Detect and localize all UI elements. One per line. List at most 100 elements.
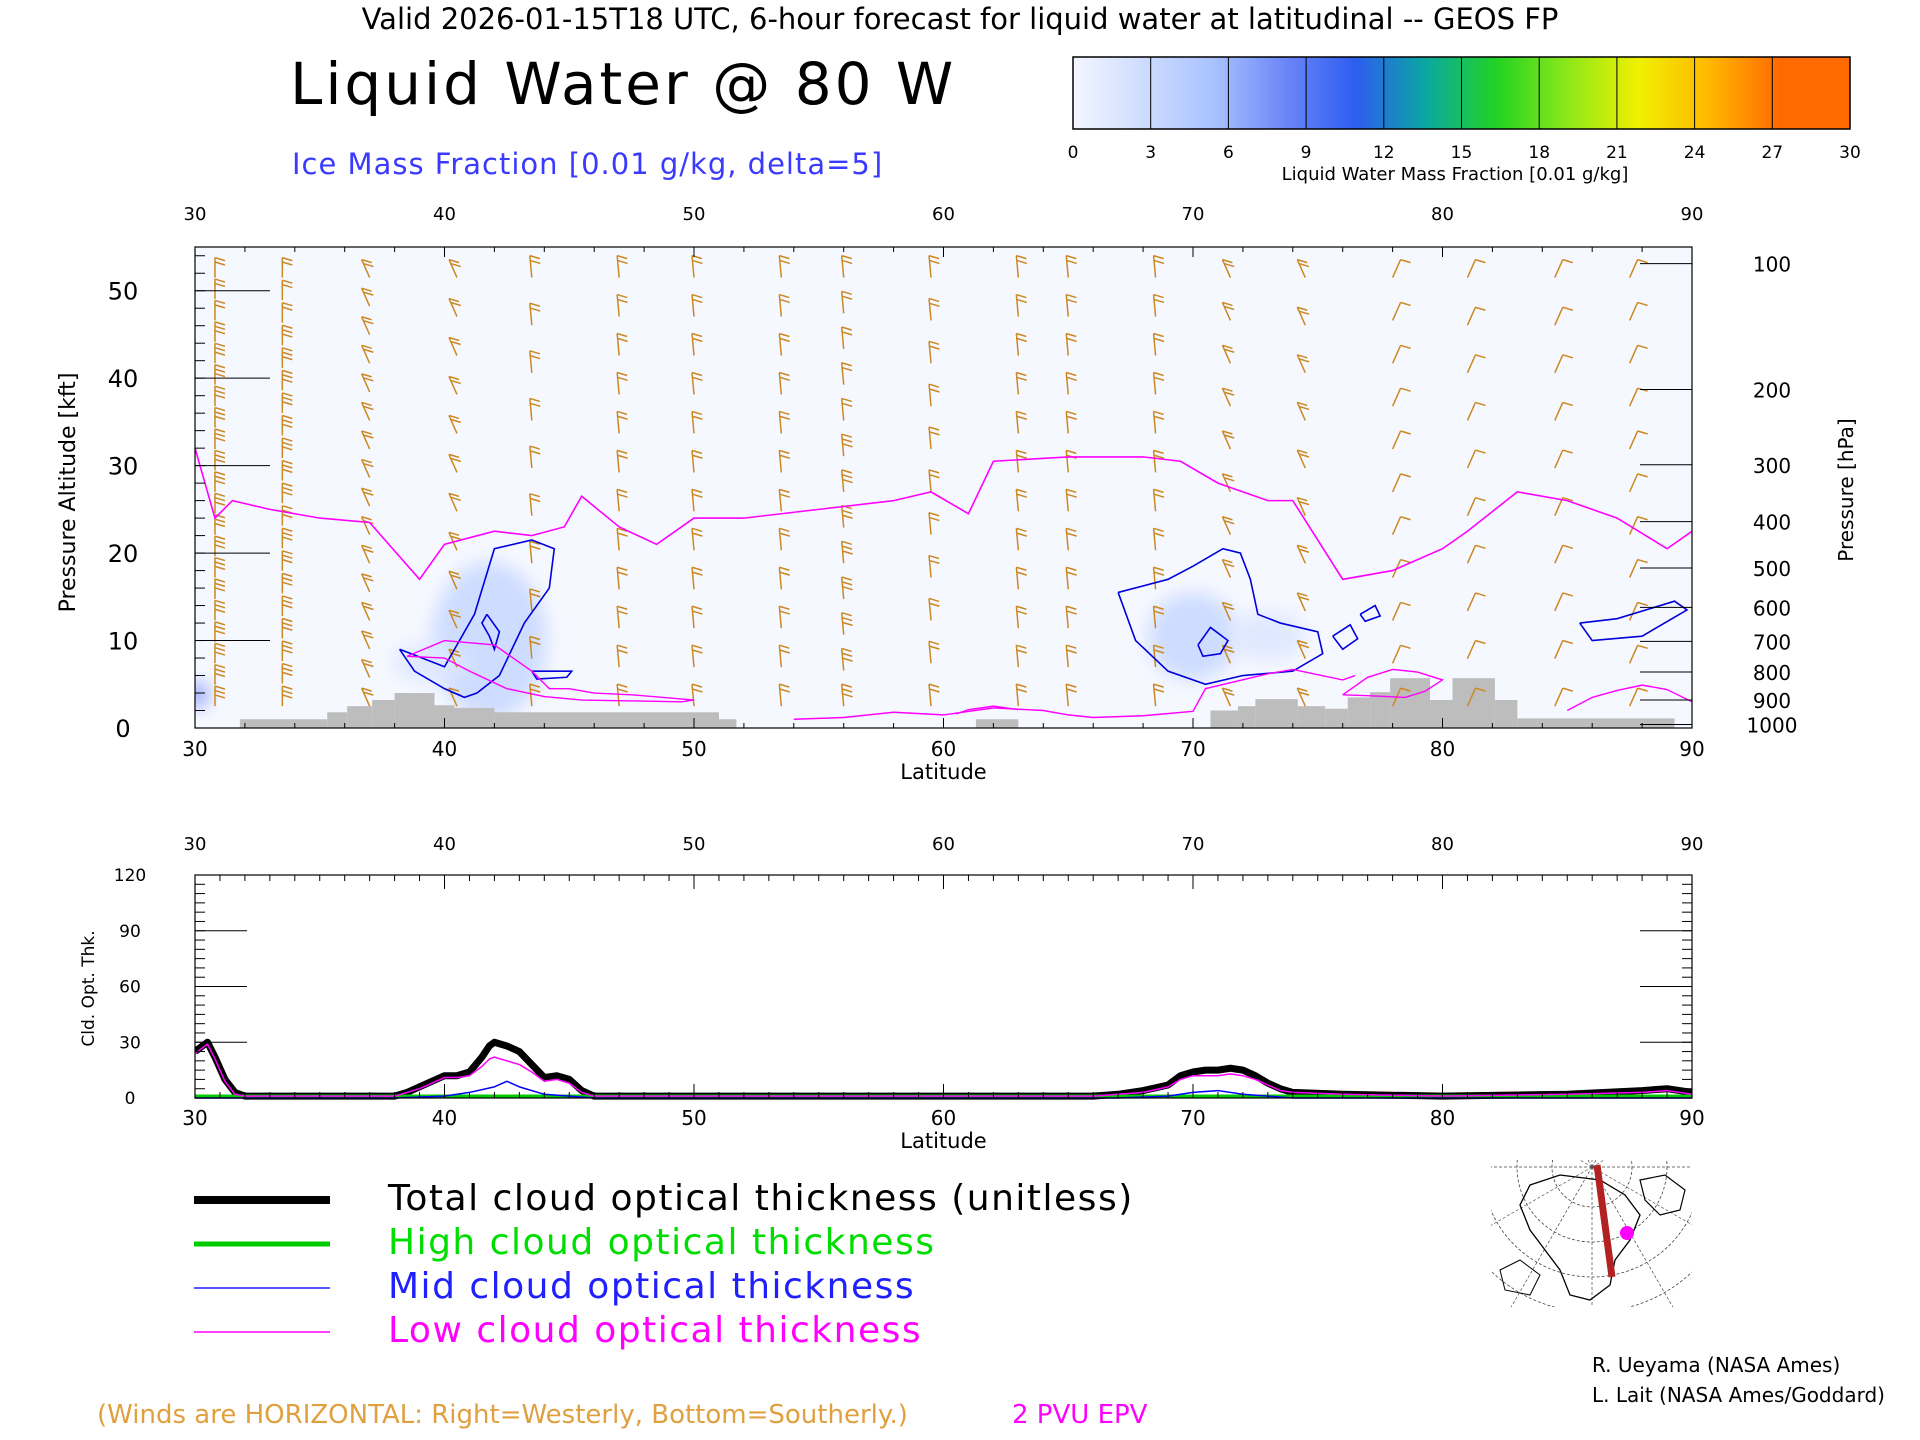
barb-feather [282, 306, 293, 311]
wind-barb [1466, 544, 1486, 564]
barb-feather [692, 259, 703, 265]
barb-feather [841, 362, 852, 367]
barb-feather [929, 259, 940, 265]
barb-feather [1475, 687, 1486, 692]
credit-line-1: R. Ueyama (NASA Ames) [1592, 1353, 1841, 1377]
x-tick-label: 70 [1180, 1106, 1205, 1130]
barb-feather [1222, 344, 1233, 350]
barb-feather [841, 473, 853, 479]
barb-feather [1223, 648, 1235, 653]
barb-staff [778, 606, 783, 629]
barb-staff [1391, 345, 1402, 364]
barb-feather [282, 441, 293, 447]
barb-staff [529, 684, 533, 707]
barb-feather [214, 458, 226, 463]
barb-feather [214, 471, 226, 476]
barb-feather [1298, 358, 1310, 363]
wind-barb [1221, 258, 1235, 278]
pressure-tick-label: 400 [1753, 511, 1791, 535]
barb-staff [778, 684, 783, 707]
wind-barb [616, 488, 628, 512]
barb-feather [929, 431, 940, 436]
barb-feather [1153, 493, 1165, 498]
barb-feather [841, 581, 853, 586]
barb-feather [1400, 644, 1411, 650]
barb-feather [282, 468, 293, 474]
barb-feather [1066, 571, 1077, 576]
barb-feather [214, 694, 226, 699]
barb-feather [1016, 415, 1028, 420]
barb-staff [778, 411, 783, 434]
barb-feather [779, 298, 790, 304]
wind-barb [1554, 544, 1573, 564]
wind-barb [840, 433, 853, 457]
wind-barb [1065, 644, 1077, 668]
barb-feather [779, 454, 790, 459]
barb-feather [282, 464, 293, 469]
wind-barb [360, 316, 374, 336]
barb-feather [617, 376, 628, 382]
barb-feather [1223, 262, 1235, 268]
wind-barb [1152, 644, 1165, 668]
barb-feather [1016, 527, 1027, 533]
barb-feather [1637, 258, 1648, 264]
barb-feather [214, 389, 226, 395]
wind-barb [529, 540, 541, 564]
barb-feather [214, 256, 226, 262]
y-tick-label: 10 [108, 628, 139, 656]
barb-staff [1628, 345, 1639, 364]
barb-staff [448, 570, 458, 590]
barb-staff [529, 493, 533, 516]
terrain-bar [1430, 700, 1453, 728]
barb-feather [1298, 596, 1310, 601]
barb-feather [530, 402, 541, 408]
barb-feather [530, 450, 541, 455]
wind-barb [281, 347, 293, 368]
barb-feather [691, 644, 703, 649]
barb-staff [529, 636, 533, 659]
barb-staff [616, 411, 620, 434]
wind-barb [691, 371, 703, 395]
barb-feather [1222, 430, 1233, 435]
wind-barb [1221, 473, 1235, 493]
barb-feather [779, 610, 790, 615]
barb-feather [1153, 454, 1165, 459]
wind-barb [840, 397, 853, 421]
terrain-bar [1347, 697, 1371, 728]
barb-feather [282, 644, 293, 650]
barb-feather [529, 635, 541, 641]
terrain-bar [372, 700, 395, 728]
barb-staff [1065, 528, 1069, 551]
barb-feather [282, 504, 293, 510]
wind-barb [616, 293, 628, 317]
barb-feather [282, 261, 293, 266]
wind-barb [1015, 683, 1028, 707]
wind-barb [1391, 258, 1411, 278]
barb-feather [214, 428, 226, 433]
terrain-bar [1370, 692, 1391, 728]
legend-label-total: Total cloud optical thickness (unitless) [388, 1178, 1134, 1219]
barb-staff [616, 450, 620, 473]
barb-feather [691, 293, 703, 299]
barb-staff [616, 372, 620, 395]
wind-barb [616, 254, 628, 278]
barb-feather [1016, 688, 1028, 693]
ice-shading-blob [432, 561, 547, 720]
barb-feather [530, 497, 541, 503]
wind-barb [281, 369, 293, 391]
barb-staff [840, 326, 845, 350]
wind-barb [1554, 354, 1573, 374]
barb-feather [448, 609, 460, 614]
barb-staff [1221, 259, 1232, 278]
barb-feather [841, 438, 853, 443]
wind-barb [1391, 301, 1411, 321]
legend-label-mid: Mid cloud optical thickness [388, 1266, 916, 1307]
x-tick-label: 80 [1430, 737, 1455, 761]
barb-staff [360, 287, 371, 307]
barb-feather [282, 459, 293, 465]
barb-feather [282, 374, 293, 379]
barb-feather [448, 297, 460, 303]
barb-feather [363, 634, 374, 639]
x-tick-label: 30 [182, 737, 207, 761]
colorbar-segment [1143, 57, 1215, 129]
